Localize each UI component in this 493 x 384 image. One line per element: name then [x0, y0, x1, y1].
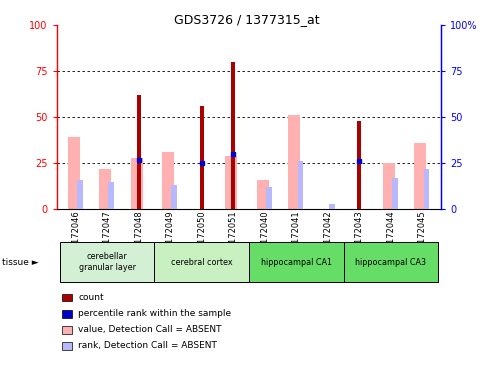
Bar — [257, 180, 269, 209]
Bar — [200, 106, 204, 209]
Bar — [423, 169, 429, 209]
Text: GDS3726 / 1377315_at: GDS3726 / 1377315_at — [174, 13, 319, 26]
Text: cerebral cortex: cerebral cortex — [171, 258, 233, 266]
Bar — [249, 242, 344, 282]
Bar — [68, 137, 80, 209]
Bar — [154, 242, 249, 282]
Bar — [172, 185, 177, 209]
Bar — [344, 242, 438, 282]
Bar — [383, 163, 395, 209]
Bar — [357, 121, 361, 209]
Text: value, Detection Call = ABSENT: value, Detection Call = ABSENT — [78, 325, 222, 334]
Bar — [162, 152, 174, 209]
Text: count: count — [78, 293, 104, 302]
Bar — [297, 161, 303, 209]
Bar — [108, 182, 114, 209]
Bar — [329, 204, 335, 209]
Bar — [231, 62, 235, 209]
Text: hippocampal CA1: hippocampal CA1 — [261, 258, 332, 266]
Bar — [99, 169, 111, 209]
Text: tissue ►: tissue ► — [2, 258, 39, 266]
Bar — [131, 158, 143, 209]
Text: rank, Detection Call = ABSENT: rank, Detection Call = ABSENT — [78, 341, 217, 351]
Text: hippocampal CA3: hippocampal CA3 — [355, 258, 426, 266]
Text: cerebellar
granular layer: cerebellar granular layer — [78, 252, 136, 272]
Bar — [77, 180, 82, 209]
Bar — [288, 115, 300, 209]
Bar — [225, 156, 237, 209]
Bar — [392, 178, 398, 209]
Bar — [60, 242, 154, 282]
Bar — [137, 95, 141, 209]
Bar — [415, 143, 426, 209]
Text: percentile rank within the sample: percentile rank within the sample — [78, 309, 232, 318]
Bar — [266, 187, 272, 209]
